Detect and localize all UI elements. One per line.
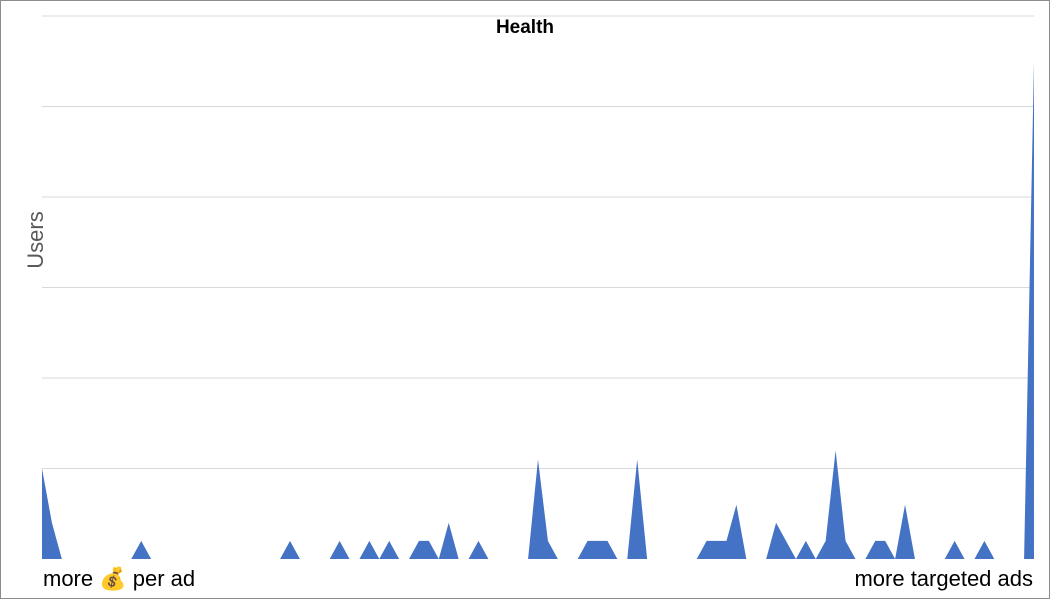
chart-title: Health: [496, 17, 554, 38]
y-axis-title: Users: [23, 211, 48, 268]
gridlines: [42, 15, 1034, 469]
x-axis-end-label: more targeted ads: [854, 566, 1033, 591]
series-area: [42, 61, 1034, 559]
x-axis-start-label: more 💰 per ad: [43, 566, 195, 592]
